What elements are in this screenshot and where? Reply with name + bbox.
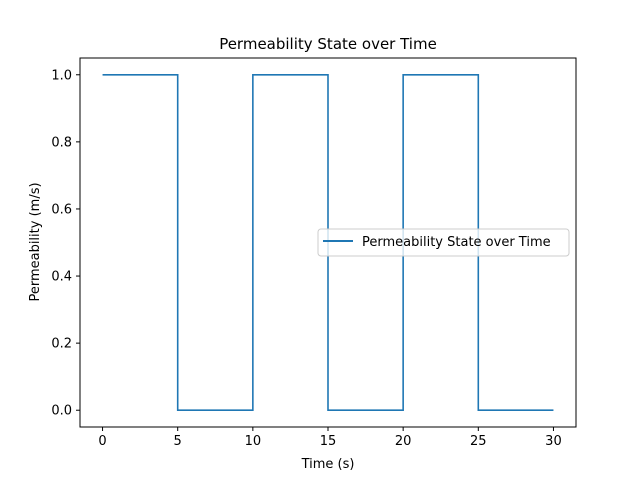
y-tick-label: 0.8 <box>51 135 72 150</box>
y-tick-label: 0.2 <box>51 337 72 352</box>
x-axis: 0 5 10 15 20 25 30 <box>98 427 562 449</box>
x-axis-label: Time (s) <box>301 457 355 472</box>
x-tick-label: 10 <box>245 434 262 449</box>
y-tick-label: 1.0 <box>51 68 72 83</box>
y-tick-label: 0.6 <box>51 202 72 217</box>
legend-label: Permeability State over Time <box>362 235 551 250</box>
x-tick-label: 20 <box>395 434 412 449</box>
x-tick-label: 5 <box>174 434 182 449</box>
y-tick-label: 0.4 <box>51 270 72 285</box>
chart-title: Permeability State over Time <box>219 35 437 53</box>
y-axis: 0.0 0.2 0.4 0.6 0.8 1.0 <box>51 68 80 419</box>
x-tick-label: 15 <box>320 434 337 449</box>
y-axis-label: Permeability (m/s) <box>28 182 43 301</box>
y-tick-label: 0.0 <box>51 404 72 419</box>
x-tick-label: 0 <box>98 434 106 449</box>
x-tick-label: 25 <box>470 434 487 449</box>
legend: Permeability State over Time <box>317 228 570 257</box>
x-tick-label: 30 <box>545 434 562 449</box>
legend-box <box>317 228 570 257</box>
